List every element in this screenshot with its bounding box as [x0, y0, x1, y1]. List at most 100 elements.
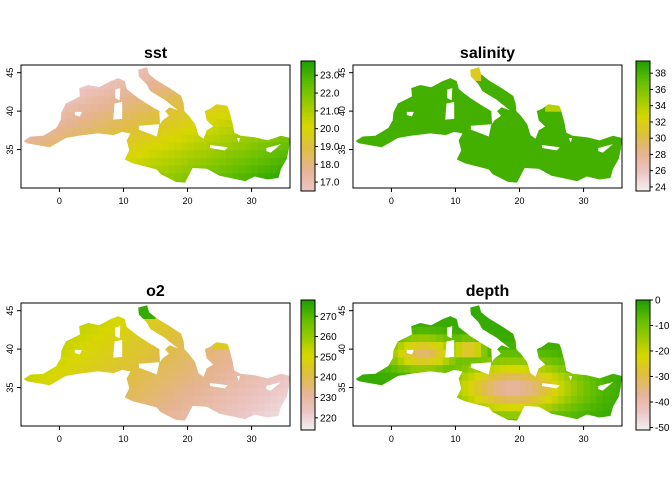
raster-cell: [33, 372, 41, 381]
raster-cell: [72, 72, 80, 81]
raster-cell: [461, 356, 469, 366]
raster-cell: [423, 149, 431, 158]
raster-cell: [161, 418, 169, 421]
raster-cell: [391, 372, 399, 381]
raster-cell: [53, 103, 61, 112]
raster-cell: [97, 141, 105, 151]
raster-cell: [577, 157, 585, 166]
raster-cell: [570, 364, 578, 373]
raster-cell: [442, 126, 450, 135]
raster-cell: [85, 341, 93, 350]
raster-cell: [168, 341, 176, 350]
raster-cell: [33, 341, 41, 350]
raster-cell: [474, 134, 482, 143]
raster-cell: [117, 356, 125, 366]
raster-cell: [40, 172, 48, 181]
raster-cell: [557, 118, 565, 128]
raster-cell: [219, 80, 227, 89]
raster-cell: [449, 118, 457, 128]
raster-cell: [213, 149, 221, 158]
raster-cell: [564, 341, 572, 350]
raster-cell: [609, 118, 617, 128]
legend-swatch: [636, 87, 650, 90]
raster-cell: [200, 341, 208, 350]
legend-swatch: [301, 410, 315, 414]
raster-cell: [232, 103, 240, 112]
raster-cell: [538, 305, 546, 312]
raster-cell: [589, 318, 597, 327]
raster-cell: [391, 95, 399, 105]
raster-cell: [442, 67, 450, 74]
raster-cell: [142, 333, 150, 343]
raster-cell: [46, 372, 54, 381]
raster-cell: [238, 103, 246, 112]
raster-cell: [589, 356, 597, 366]
legend-swatch: [301, 328, 315, 331]
raster-cell: [91, 88, 99, 97]
raster-cell: [474, 402, 482, 412]
legend-swatch: [301, 69, 315, 73]
raster-cell: [85, 379, 93, 389]
raster-cell: [206, 305, 214, 312]
raster-cell: [596, 395, 604, 404]
raster-cell: [538, 372, 546, 381]
raster-cell: [78, 379, 86, 389]
raster-cell: [149, 318, 157, 327]
raster-cell: [277, 305, 285, 312]
raster-cell: [27, 72, 35, 81]
raster-cell: [78, 141, 86, 151]
raster-cell: [181, 356, 189, 366]
raster-cell: [85, 372, 93, 381]
raster-cell: [283, 372, 291, 381]
raster-cell: [589, 402, 597, 412]
raster-cell: [481, 164, 489, 174]
raster-cell: [245, 326, 253, 335]
raster-cell: [500, 372, 508, 381]
raster-cell: [532, 333, 540, 343]
raster-cell: [474, 118, 482, 128]
raster-cell: [596, 88, 604, 97]
raster-cell: [513, 372, 521, 381]
raster-cell: [46, 80, 54, 89]
raster-cell: [174, 80, 182, 89]
raster-cell: [461, 111, 469, 120]
raster-cell: [545, 318, 553, 327]
raster-cell: [493, 372, 501, 381]
raster-cell: [117, 95, 125, 105]
raster-cell: [97, 157, 105, 166]
raster-cell: [85, 111, 93, 120]
raster-cell: [474, 326, 482, 335]
raster-cell: [417, 67, 425, 74]
raster-cell: [283, 134, 291, 143]
raster-cell: [161, 164, 169, 174]
raster-cell: [423, 95, 431, 105]
raster-cell: [602, 111, 610, 120]
raster-cell: [155, 67, 163, 74]
raster-cell: [596, 141, 604, 151]
raster-cell: [596, 126, 604, 135]
raster-cell: [570, 349, 578, 358]
raster-cell: [161, 72, 169, 81]
legend: 17.018.019.020.021.022.023.0: [300, 60, 340, 192]
raster-cell: [136, 318, 144, 327]
raster-cell: [181, 72, 189, 81]
raster-cell: [23, 111, 29, 120]
raster-cell: [436, 103, 444, 112]
raster-cell: [577, 88, 585, 97]
raster-cell: [397, 180, 405, 183]
raster-cell: [59, 80, 67, 89]
raster-cell: [149, 172, 157, 181]
raster-cell: [155, 418, 163, 421]
raster-cell: [359, 387, 367, 396]
raster-cell: [97, 326, 105, 335]
raster-cell: [615, 149, 622, 158]
raster-cell: [493, 88, 501, 97]
raster-cell: [602, 305, 610, 312]
raster-cell: [378, 318, 386, 327]
raster-cell: [72, 157, 80, 166]
raster-cell: [40, 67, 48, 74]
raster-cell: [519, 126, 527, 135]
raster-cell: [33, 402, 41, 412]
raster-cell: [519, 134, 527, 143]
legend-swatch: [301, 386, 315, 390]
